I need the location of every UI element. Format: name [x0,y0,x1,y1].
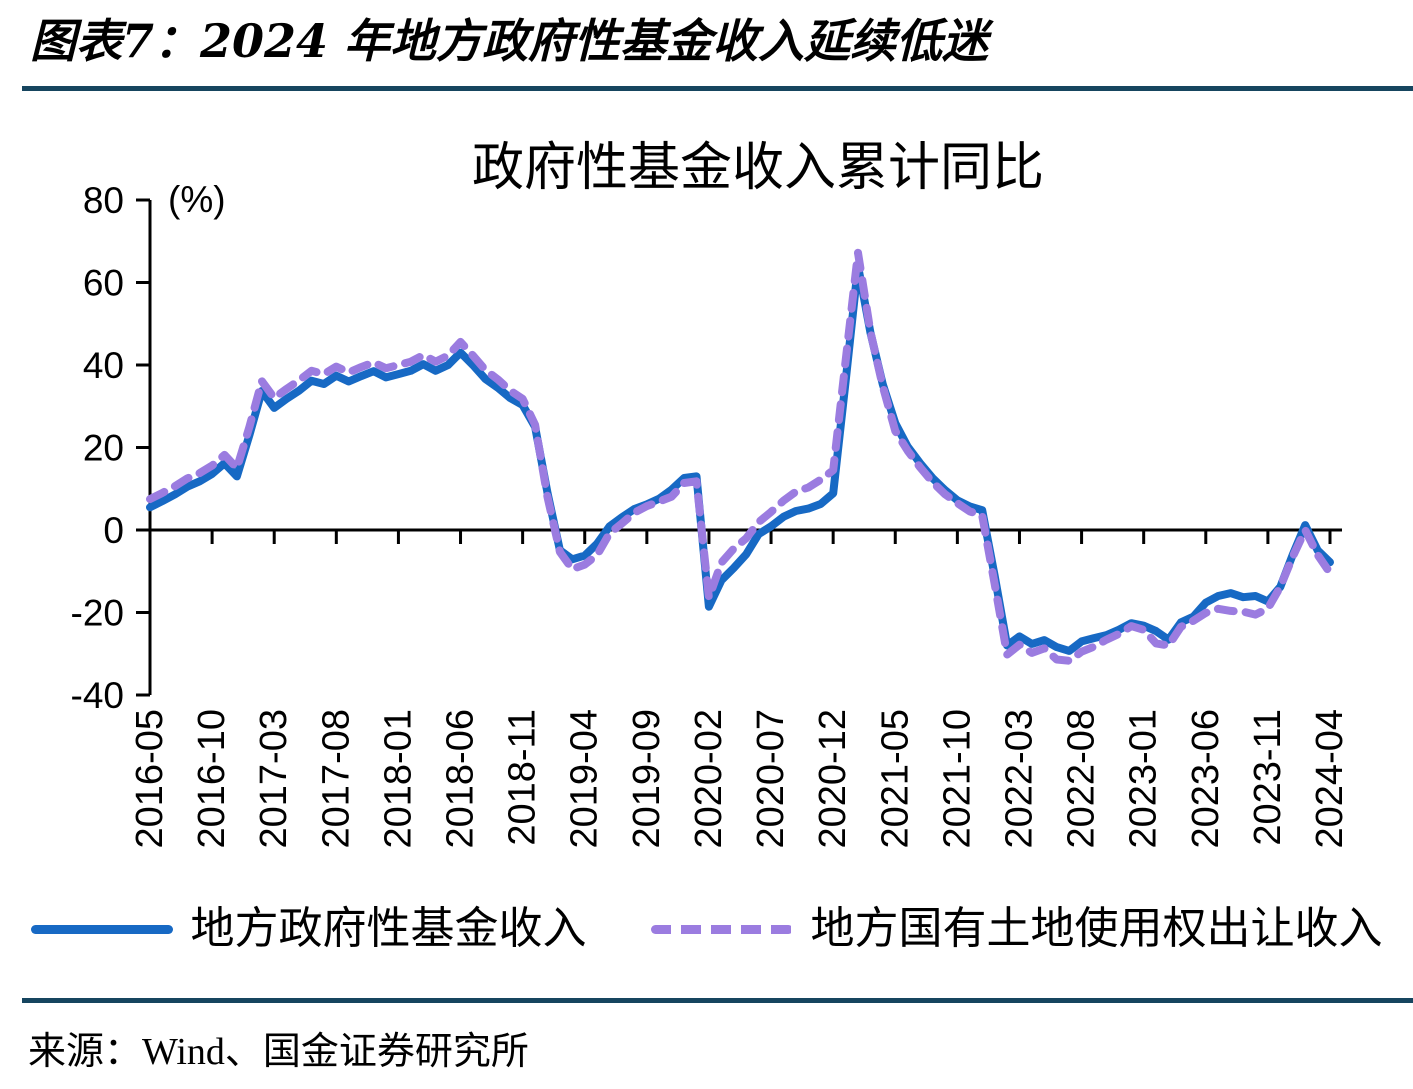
bottom-divider [22,998,1413,1003]
svg-text:2018-01: 2018-01 [377,709,419,848]
y-axis-unit-label: (%) [168,179,226,220]
legend-item-land-sales: 地方国有土地使用权出让收入 [650,904,1383,953]
legend-label: 地方政府性基金收入 [190,904,587,953]
svg-text:-20: -20 [71,593,124,634]
svg-text:2016-10: 2016-10 [191,709,233,848]
top-divider [22,86,1413,91]
svg-text:2017-08: 2017-08 [315,709,357,848]
svg-text:0: 0 [103,510,124,551]
svg-text:2019-04: 2019-04 [564,709,606,848]
legend-line-dashed [650,924,793,934]
chart-title: 政府性基金收入累计同比 [472,140,1044,197]
svg-text:2020-12: 2020-12 [812,709,854,848]
source-note: 来源：Wind、国金证券研究所 [28,1031,529,1073]
svg-text:2019-09: 2019-09 [626,709,668,848]
svg-text:80: 80 [83,180,124,221]
svg-text:60: 60 [83,263,124,304]
svg-text:2022-03: 2022-03 [998,709,1040,848]
svg-text:2023-11: 2023-11 [1247,709,1289,846]
svg-text:2018-06: 2018-06 [440,709,482,848]
legend-item-local-fund: 地方政府性基金收入 [30,904,587,953]
svg-text:-40: -40 [71,675,124,716]
svg-text:2021-05: 2021-05 [874,709,916,848]
chart-legend: 地方政府性基金收入 地方国有土地使用权出让收入 [0,904,1413,953]
svg-text:20: 20 [83,428,124,469]
y-axis: 80 60 40 20 0 -20 -40 [71,180,152,716]
legend-label: 地方国有土地使用权出让收入 [810,904,1383,953]
svg-text:2018-11: 2018-11 [502,709,544,846]
x-axis: 2016-05 2016-10 2017-03 2017-08 2018-01 2018-… [129,528,1351,848]
svg-text:2021-10: 2021-10 [936,709,978,848]
svg-text:2023-01: 2023-01 [1123,709,1165,848]
svg-text:2020-02: 2020-02 [688,709,730,848]
legend-line-solid [30,924,173,934]
svg-text:2016-05: 2016-05 [129,709,171,848]
svg-text:2023-06: 2023-06 [1185,709,1227,848]
svg-text:2022-08: 2022-08 [1061,709,1103,848]
svg-text:2017-03: 2017-03 [253,709,295,848]
figure-caption: 图表7：2024 年地方政府性基金收入延续低迷 [30,14,989,68]
svg-text:40: 40 [83,345,124,386]
svg-text:2020-07: 2020-07 [750,709,792,848]
series-lines [146,248,1334,665]
svg-text:2024-04: 2024-04 [1309,709,1351,848]
